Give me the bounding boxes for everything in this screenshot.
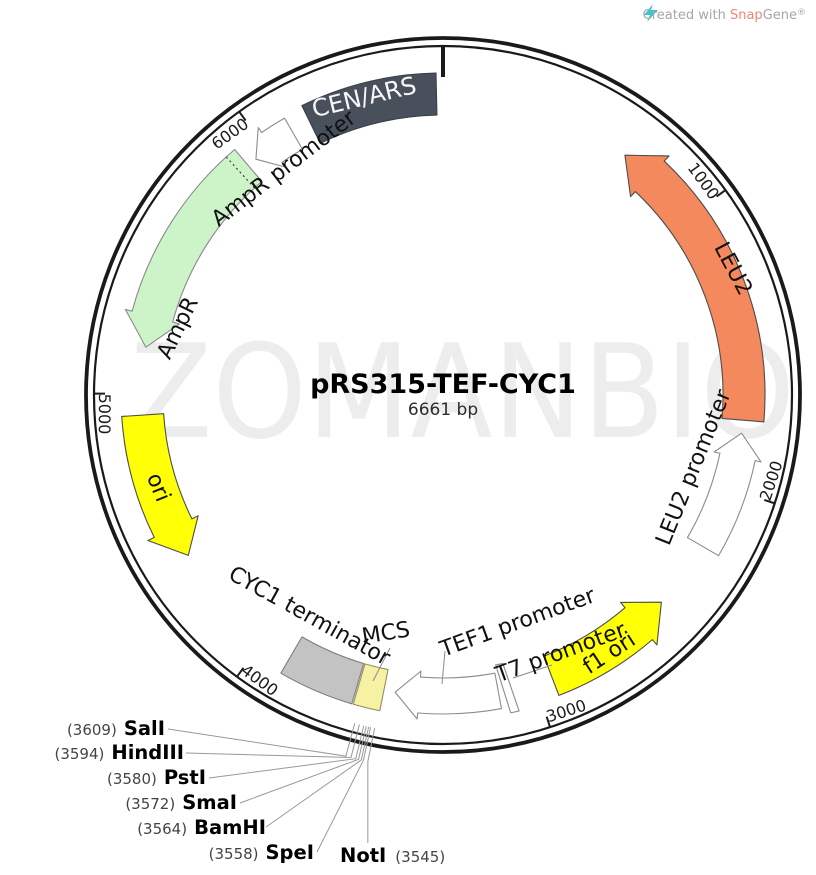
- label-leader-lines: [372, 647, 553, 685]
- site-leader-hindiii: [185, 724, 360, 759]
- site-sali-name: SalI: [124, 717, 165, 740]
- site-bamhi: (3564) BamHI: [137, 816, 266, 839]
- tick-4000: [236, 667, 245, 678]
- site-smai-pos: (3572): [125, 795, 175, 813]
- site-leader-noti: [367, 727, 376, 844]
- site-leader-bamhi: [265, 726, 370, 828]
- feature-ampr: [124, 148, 263, 348]
- site-spei: (3558) SpeI: [209, 841, 314, 864]
- tef1-leader-line: [441, 650, 446, 685]
- credit-registered-mark: ®: [797, 8, 806, 18]
- credit-brand-gene: Gene: [763, 8, 797, 23]
- feature-leu2: [624, 154, 766, 423]
- tick-label-5000: 5000: [95, 394, 114, 435]
- site-sali: (3609) SalI: [67, 717, 165, 740]
- site-hindiii: (3594) HindIII: [54, 741, 184, 764]
- feature-t7-promoter: [495, 662, 520, 714]
- feature-ampr-promoter: [255, 117, 303, 168]
- feature-arcs: [121, 72, 766, 720]
- tick-label-4000: 4000: [238, 661, 282, 700]
- site-leader-sali: [167, 723, 356, 757]
- plasmid-title-block: pRS315-TEF-CYC1 6661 bp: [310, 369, 576, 420]
- mcs-label: MCS: [360, 617, 412, 649]
- feature-mcs: [352, 663, 389, 712]
- backbone-ring: [84, 36, 802, 754]
- plasmid-title: pRS315-TEF-CYC1: [310, 369, 576, 400]
- site-psti-pos: (3580): [107, 770, 157, 788]
- feature-tef1-promoter: [394, 670, 503, 720]
- svg-text:Created with SnapGene®: Created with SnapGene®: [643, 8, 806, 23]
- site-spei-pos: (3558): [209, 845, 259, 863]
- t7-leader-line: [512, 664, 553, 679]
- snapgene-credit: Created with SnapGene®: [643, 4, 806, 23]
- site-hindiii-name: HindIII: [111, 741, 184, 764]
- feature-ori: [121, 413, 199, 556]
- watermark-text: ZOMANBIO: [130, 316, 795, 468]
- credit-prefix: Created with: [643, 8, 730, 23]
- site-sali-pos: (3609): [67, 721, 117, 739]
- site-smai: (3572) SmaI: [125, 791, 237, 814]
- restriction-site-list: (3609) SalI (3594) HindIII (3580) PstI (357…: [54, 717, 445, 867]
- feature-cen-ars: [301, 72, 438, 144]
- tick-1000: [716, 189, 727, 198]
- feature-f1-ori: [543, 601, 662, 696]
- credit-brand-snap: Snap: [730, 8, 763, 23]
- mcs-leader-line: [372, 647, 391, 682]
- tick-2000: [763, 499, 776, 505]
- site-leader-psti: [208, 725, 365, 779]
- site-hindiii-pos: (3594): [54, 745, 104, 763]
- site-noti-name: NotI: [340, 844, 386, 867]
- feature-cyc1-terminator: [280, 636, 365, 705]
- tick-6000: [238, 111, 247, 122]
- snapgene-logo-icon: [644, 4, 658, 22]
- tick-3000: [545, 716, 552, 728]
- site-spei-name: SpeI: [266, 841, 314, 864]
- site-smai-name: SmaI: [182, 791, 237, 814]
- site-psti-name: PstI: [164, 766, 206, 789]
- site-bamhi-pos: (3564): [137, 820, 187, 838]
- feature-leu2-promoter: [686, 432, 762, 557]
- feature-ampr-segment-divider: [225, 156, 255, 189]
- site-psti: (3580) PstI: [107, 766, 206, 789]
- site-leader-spei: [316, 727, 372, 853]
- site-noti: NotI (3545): [340, 844, 445, 867]
- site-noti-pos: (3545): [395, 848, 445, 866]
- site-leader-smai: [239, 726, 367, 804]
- restriction-site-leader-lines: [167, 723, 376, 853]
- plasmid-size: 6661 bp: [408, 400, 478, 420]
- site-bamhi-name: BamHI: [194, 816, 266, 839]
